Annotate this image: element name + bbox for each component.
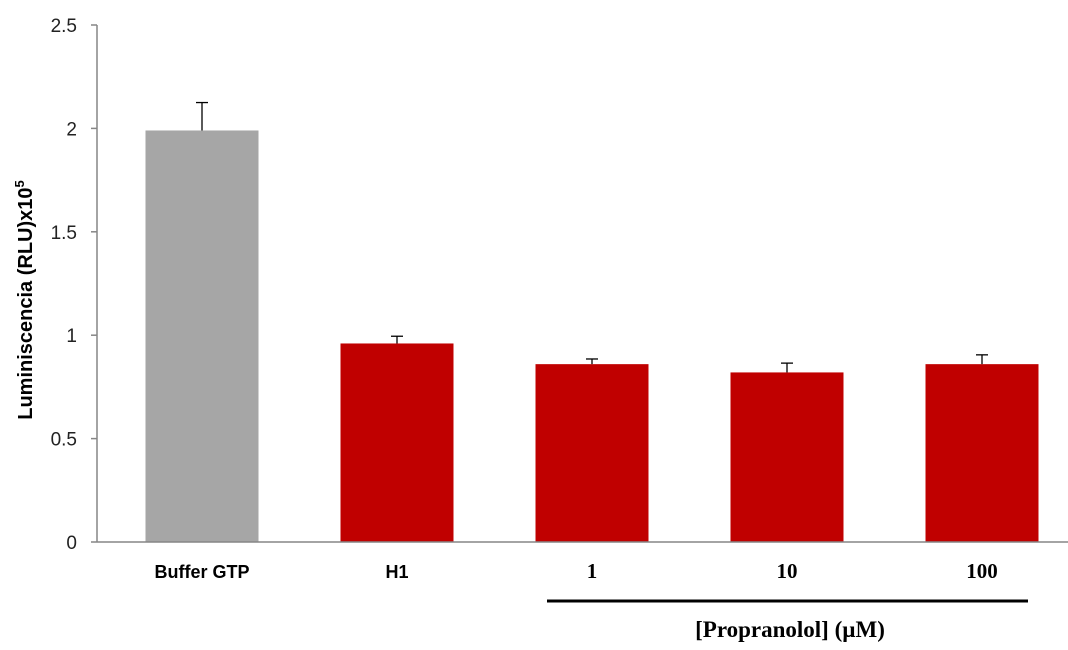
y-tick-label: 1 (66, 326, 77, 347)
group-label: [Propranolol] (µM) (695, 617, 885, 642)
y-axis-label-superscript: 5 (12, 180, 27, 187)
bars (145, 130, 1039, 542)
y-tick-label: 1.5 (51, 223, 77, 244)
bar (145, 130, 259, 542)
bar (730, 372, 844, 542)
y-axis-label: Luminiscencia (RLU)x105 (12, 180, 37, 420)
y-tick-label: 2 (66, 119, 77, 140)
x-tick-label: 100 (966, 559, 998, 583)
bar (535, 364, 649, 542)
bar (925, 364, 1039, 542)
x-tick-label: 1 (587, 559, 598, 583)
x-tick-label: H1 (385, 562, 408, 582)
bar (340, 343, 454, 542)
y-axis (91, 24, 98, 543)
category-labels: Buffer GTP H1 1 10 100 (154, 559, 997, 583)
error-bars (196, 101, 988, 373)
x-tick-label: Buffer GTP (154, 562, 249, 582)
y-tick-label: 0 (66, 533, 77, 554)
x-tick-label: 10 (777, 559, 798, 583)
y-tick-label: 2.5 (51, 16, 77, 37)
y-axis-label-main: Luminiscencia (RLU)x10 (15, 187, 37, 419)
y-tick-labels: 0 0.5 1 1.5 2 2.5 (51, 16, 77, 554)
y-tick-label: 0.5 (51, 430, 77, 451)
